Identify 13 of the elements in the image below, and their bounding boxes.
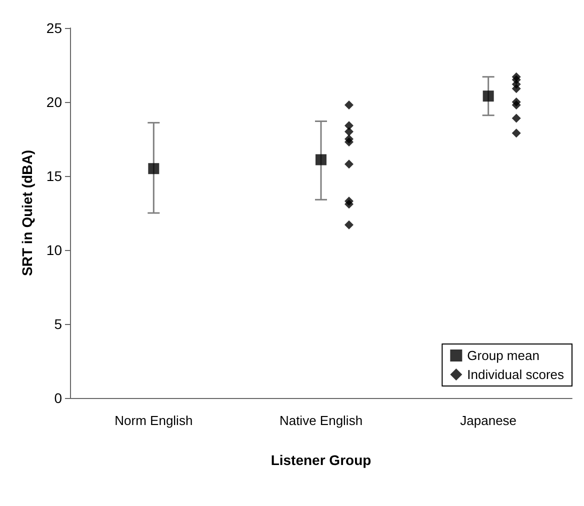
y-tick-label: 20 (46, 94, 62, 110)
y-tick-label: 15 (46, 168, 62, 184)
x-tick-label: Japanese (460, 413, 517, 428)
y-tick-label: 25 (46, 20, 62, 36)
legend-label: Individual scores (467, 367, 564, 382)
x-tick-label: Native English (279, 413, 363, 428)
y-tick-label: 0 (54, 390, 62, 406)
y-tick-label: 5 (54, 316, 62, 332)
x-tick-label: Norm English (114, 413, 193, 428)
x-axis-title: Listener Group (270, 452, 372, 468)
y-tick-label: 10 (46, 242, 62, 258)
legend-label: Group mean (467, 348, 540, 363)
y-axis-title: SRT in Quiet (dBA) (19, 150, 35, 276)
